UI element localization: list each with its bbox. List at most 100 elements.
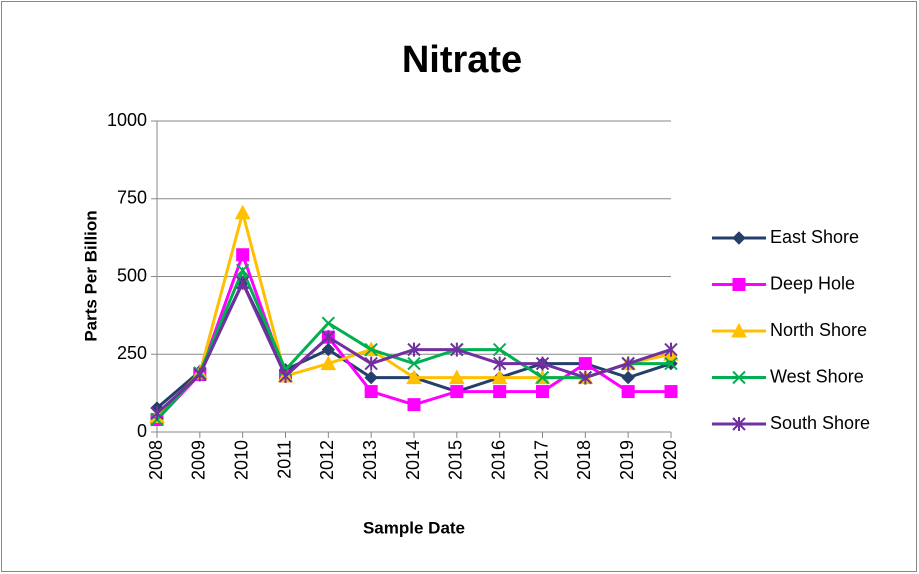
- data-point: [535, 370, 550, 385]
- data-point: [321, 330, 336, 345]
- x-axis-label: Sample Date: [363, 518, 465, 537]
- legend-marker: [731, 322, 747, 338]
- marker-shape: [364, 385, 378, 399]
- marker-shape: [621, 385, 635, 399]
- data-point: [621, 385, 635, 399]
- data-point: [492, 356, 507, 371]
- marker-shape: [406, 369, 422, 385]
- x-tick-label: 2012: [317, 440, 337, 480]
- x-tick-label: 2009: [189, 440, 209, 480]
- legend-label: Deep Hole: [770, 273, 855, 293]
- marker-shape: [491, 369, 508, 385]
- marker-shape: [236, 248, 250, 262]
- data-point: [578, 357, 592, 371]
- x-tick-label: 2014: [403, 440, 423, 480]
- data-point: [407, 398, 421, 412]
- data-point: [578, 370, 593, 385]
- x-tick-label: 2008: [146, 440, 166, 480]
- legend-label: East Shore: [770, 227, 859, 247]
- data-point: [235, 263, 250, 277]
- legend-marker: [732, 278, 746, 291]
- marker-shape: [321, 330, 336, 345]
- marker-shape: [493, 385, 507, 399]
- data-point: [664, 342, 678, 357]
- marker-shape: [732, 370, 746, 385]
- data-point: [406, 369, 422, 385]
- marker-shape: [320, 355, 337, 371]
- marker-shape: [364, 370, 378, 385]
- y-axis-label: Parts Per Billion: [81, 210, 100, 341]
- data-point: [236, 248, 250, 262]
- x-tick-label: 2019: [617, 440, 637, 480]
- x-tick-label: 2010: [231, 440, 251, 480]
- marker-shape: [193, 367, 207, 382]
- data-point: [536, 385, 549, 399]
- marker-shape: [664, 342, 678, 357]
- x-tick-label: 2016: [488, 440, 508, 480]
- data-point: [493, 385, 507, 399]
- chart-title: Nitrate: [402, 39, 522, 81]
- data-point: [450, 342, 464, 357]
- marker-shape: [448, 369, 465, 385]
- data-point: [234, 204, 251, 220]
- data-point: [320, 355, 337, 371]
- data-point: [621, 356, 635, 371]
- data-point: [364, 385, 378, 399]
- marker-shape: [407, 398, 421, 412]
- x-tick-label: 2020: [660, 440, 680, 480]
- data-point: [364, 342, 378, 357]
- data-point: [278, 369, 293, 384]
- data-point: [492, 342, 507, 357]
- legend-label: South Shore: [770, 413, 870, 433]
- legend-marker: [732, 370, 746, 385]
- marker-shape: [621, 356, 635, 371]
- marker-shape: [235, 263, 250, 277]
- marker-shape: [150, 406, 164, 421]
- legend-marker: [732, 417, 746, 431]
- legend-label: North Shore: [770, 320, 867, 340]
- legend-label: West Shore: [770, 366, 864, 386]
- x-tick-label: 2015: [446, 440, 466, 480]
- marker-shape: [535, 356, 550, 371]
- data-point: [150, 406, 164, 421]
- y-tick-label: 500: [117, 265, 147, 285]
- marker-shape: [664, 385, 678, 399]
- y-tick-label: 250: [117, 343, 147, 363]
- marker-shape: [235, 275, 250, 290]
- data-point: [364, 370, 378, 385]
- data-point: [664, 385, 678, 399]
- marker-shape: [278, 369, 293, 384]
- marker-shape: [364, 356, 378, 371]
- data-point: [364, 356, 378, 371]
- marker-shape: [492, 356, 507, 371]
- marker-shape: [364, 342, 378, 357]
- data-point: [235, 275, 250, 290]
- marker-shape: [450, 342, 464, 357]
- marker-shape: [535, 370, 550, 385]
- marker-shape: [731, 322, 747, 338]
- x-tick-label: 2011: [274, 440, 294, 479]
- marker-shape: [732, 231, 746, 245]
- y-tick-label: 0: [137, 421, 147, 441]
- data-point: [621, 370, 635, 385]
- marker-shape: [407, 342, 421, 357]
- marker-shape: [536, 385, 549, 399]
- marker-shape: [321, 316, 336, 330]
- marker-shape: [732, 278, 746, 291]
- marker-shape: [407, 356, 421, 371]
- x-tick-label: 2017: [531, 440, 551, 480]
- x-tick-label: 2018: [574, 440, 594, 480]
- data-point: [321, 316, 336, 330]
- marker-shape: [578, 370, 593, 385]
- x-tick-label: 2013: [360, 440, 380, 480]
- marker-shape: [234, 204, 251, 220]
- data-point: [448, 369, 465, 385]
- legend-marker: [732, 231, 746, 245]
- marker-shape: [664, 356, 678, 371]
- data-point: [535, 356, 550, 371]
- data-point: [407, 342, 421, 357]
- marker-shape: [492, 342, 507, 357]
- marker-shape: [621, 370, 635, 385]
